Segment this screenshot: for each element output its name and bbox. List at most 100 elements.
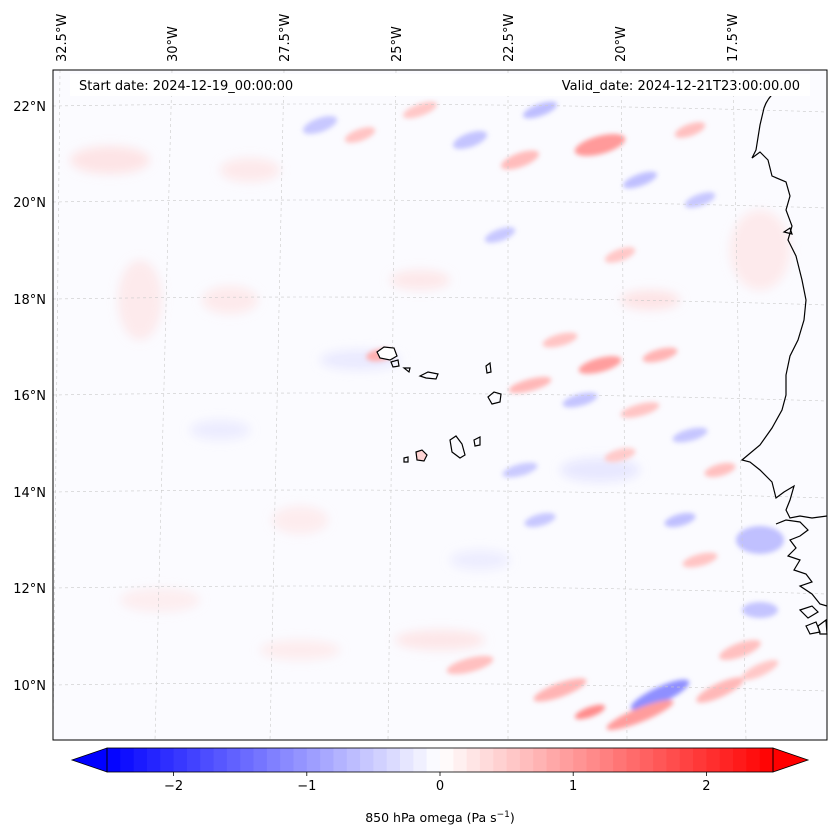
map-frame (52, 69, 828, 741)
colorbar-tick-label: 1 (569, 779, 577, 794)
colorbar-segment (546, 748, 561, 772)
colorbar-tick-label: 2 (702, 779, 710, 794)
colorbar-segments (107, 748, 774, 772)
meridian-30w (154, 70, 173, 740)
colorbar-segment (466, 748, 481, 772)
guinea-bissau-coast (775, 519, 828, 607)
parallel-20n (53, 199, 827, 209)
cabo-verde-sao-vicente (390, 359, 400, 368)
start-date-label: Start date: 2024-12-19_00:00:00 (79, 79, 293, 94)
meridian-27-5w (269, 70, 285, 740)
lat-label-14n: 14°N (13, 486, 46, 501)
colorbar-label-close: ) (510, 810, 515, 825)
colorbar-ticks: −2 −1 0 1 2 (164, 772, 711, 794)
colorbar-segment (133, 748, 148, 772)
lon-label-32-5w: 32.5°W (55, 14, 70, 62)
cabo-verde-maio (473, 436, 481, 447)
map-panel: Start date: 2024-12-19_00:00:00 Valid_da… (52, 69, 828, 741)
lat-label-20n: 20°N (13, 196, 46, 211)
cabo-verde-santiago (449, 435, 466, 459)
africa-coastline (740, 87, 828, 519)
lat-label-16n: 16°N (13, 389, 46, 404)
parallel-16n (53, 392, 827, 402)
colorbar-tick-label: −2 (164, 779, 183, 794)
colorbar-segment (426, 748, 441, 772)
longitude-labels: 32.5°W 30°W 27.5°W 25°W 22.5°W 20°W 17.5… (55, 14, 741, 62)
colorbar-segment (320, 748, 335, 772)
cabo-verde-santo-antao (376, 346, 398, 361)
colorbar-segment (679, 748, 694, 772)
lon-label-20w: 20°W (614, 26, 629, 62)
colorbar-extend-max (772, 747, 810, 773)
colorbar-segment (293, 748, 308, 772)
lat-label-12n: 12°N (13, 582, 46, 597)
colorbar-segment (693, 748, 707, 772)
colorbar-segment (506, 748, 521, 772)
colorbar-segment (479, 748, 494, 772)
colorbar-segment (120, 748, 135, 772)
lat-label-22n: 22°N (13, 100, 46, 115)
colorbar-segment (213, 748, 228, 772)
cabo-verde-sal (485, 361, 492, 374)
colorbar-segment (253, 748, 268, 772)
colorbar-label-exponent: −1 (497, 810, 510, 820)
colorbar-segment (719, 748, 734, 772)
latitude-labels: 22°N 20°N 18°N 16°N 14°N 12°N 10°N (13, 100, 46, 694)
cabo-verde-santa-luzia (402, 367, 411, 374)
valid-date-label: Valid_date: 2024-12-21T23:00:00.00 (562, 79, 800, 94)
colorbar-segment (107, 748, 121, 772)
colorbar-segment (306, 748, 321, 772)
cabo-verde-fogo (415, 449, 428, 462)
colorbar-segment (160, 748, 175, 772)
lon-label-22-5w: 22.5°W (502, 14, 517, 62)
colorbar-segment (626, 748, 641, 772)
colorbar-tick-label: 0 (436, 779, 444, 794)
colorbar-segment (200, 748, 215, 772)
colorbar-segment (706, 748, 721, 772)
lon-label-25w: 25°W (390, 26, 405, 62)
lat-label-18n: 18°N (13, 293, 46, 308)
colorbar-segment (386, 748, 401, 772)
parallel-14n (53, 489, 827, 499)
meridian-17-5w (732, 70, 747, 740)
colorbar-segment (346, 748, 361, 772)
colorbar-segment (586, 748, 601, 772)
colorbar-extend-min (70, 747, 108, 773)
map-background (53, 70, 827, 740)
colorbar-segment (573, 748, 588, 772)
coastlines (376, 87, 828, 635)
colorbar-segment (400, 748, 414, 772)
colorbar-segment (519, 748, 534, 772)
graticule (53, 70, 827, 740)
colorbar-segment (373, 748, 388, 772)
colorbar-label-main: 850 hPa omega (Pa s (365, 810, 496, 825)
colorbar: −2 −1 0 1 2 850 hPa omega (Pa s−1) (70, 747, 810, 825)
lon-label-27-5w: 27.5°W (278, 14, 293, 62)
meridian-32-5w (53, 70, 61, 740)
parallel-10n (53, 682, 827, 692)
lat-label-10n: 10°N (13, 679, 46, 694)
omega-field (70, 101, 790, 730)
parallel-12n (53, 585, 827, 595)
colorbar-segment (599, 748, 614, 772)
cabo-verde-brava (403, 456, 409, 463)
meridian-25w (387, 70, 397, 740)
colorbar-segment (280, 748, 295, 772)
colorbar-segment (639, 748, 654, 772)
colorbar-segment (440, 748, 454, 772)
parallel-18n (53, 296, 827, 306)
colorbar-segment (653, 748, 668, 772)
colorbar-segment (333, 748, 348, 772)
colorbar-segment (666, 748, 681, 772)
colorbar-segment (746, 748, 761, 772)
colorbar-segment (533, 748, 548, 772)
offshore-islets (782, 227, 828, 635)
colorbar-segment (240, 748, 255, 772)
colorbar-segment (146, 748, 161, 772)
parallel-22n (53, 103, 827, 113)
lon-label-17-5w: 17.5°W (726, 14, 741, 62)
lon-label-30w: 30°W (166, 26, 181, 62)
colorbar-label: 850 hPa omega (Pa s−1) (365, 810, 515, 825)
colorbar-segment (613, 748, 628, 772)
colorbar-segment (453, 748, 468, 772)
